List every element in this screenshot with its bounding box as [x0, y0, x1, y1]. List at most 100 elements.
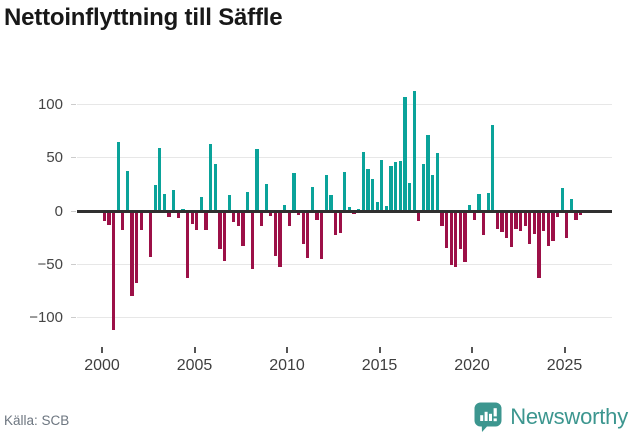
bar [283, 204, 287, 211]
bar [370, 179, 375, 211]
y-axis-label: −50 [37, 255, 63, 273]
x-tick-mark [286, 347, 288, 353]
bar [162, 193, 166, 211]
y-tick-mark [71, 157, 76, 159]
bar [523, 211, 527, 226]
bar [255, 149, 259, 211]
bar [320, 211, 324, 259]
bar [121, 211, 125, 231]
bar [111, 211, 116, 331]
bar [199, 197, 203, 211]
bar [343, 171, 347, 211]
bar [505, 211, 509, 238]
brand-name: Newsworthy [510, 403, 628, 429]
bar [431, 174, 435, 211]
bar [472, 211, 476, 220]
bar [412, 90, 416, 211]
bar [259, 211, 264, 226]
y-tick-mark [71, 263, 76, 265]
bar [287, 211, 291, 226]
bar [468, 204, 472, 211]
x-tick-mark [471, 347, 473, 353]
bar [574, 211, 578, 220]
bar [306, 211, 310, 258]
gridline [77, 104, 612, 105]
bar [246, 191, 250, 211]
gridline [77, 157, 612, 159]
bar [403, 97, 407, 211]
bar [236, 211, 240, 226]
bar [204, 211, 208, 231]
bar [241, 211, 245, 247]
x-axis-label: 2025 [546, 357, 583, 374]
bar [338, 211, 342, 234]
bar [264, 184, 268, 211]
bar [500, 211, 504, 233]
bar [444, 211, 449, 249]
bar [380, 159, 384, 211]
bar [394, 162, 398, 211]
bar [148, 211, 153, 257]
bar [273, 211, 277, 256]
bar [218, 211, 222, 250]
bar [579, 211, 583, 216]
bar [347, 206, 351, 211]
bar [481, 211, 486, 236]
bar [458, 211, 462, 250]
bar [463, 211, 467, 263]
bar [366, 169, 370, 211]
bar [486, 192, 490, 211]
bar [227, 195, 231, 211]
brand-logo: Newsworthy [473, 401, 628, 432]
bar [130, 211, 134, 297]
bar [361, 152, 365, 211]
bar [278, 211, 282, 268]
bar [329, 195, 333, 211]
plot-area [77, 86, 612, 346]
bar [102, 211, 106, 221]
bar [213, 164, 217, 211]
newsworthy-speech-bubble-chart-icon [473, 401, 503, 432]
bar [333, 211, 338, 236]
x-axis-label: 2000 [84, 357, 120, 374]
bar [449, 211, 453, 266]
gridline [77, 263, 612, 265]
x-axis-label: 2005 [176, 357, 213, 374]
bar [518, 211, 523, 232]
bar [250, 211, 254, 269]
bar [542, 211, 546, 232]
bar [389, 166, 393, 211]
bar [384, 205, 388, 211]
bar [514, 211, 518, 230]
bar [301, 211, 305, 244]
bar [139, 211, 143, 231]
bar [324, 174, 328, 211]
bar [352, 211, 356, 215]
bar [528, 211, 532, 244]
x-axis-label: 2020 [454, 357, 490, 374]
bar [375, 202, 379, 211]
bar [167, 211, 171, 218]
bar [509, 211, 513, 248]
bar [107, 211, 111, 225]
source-caption: Källa: SCB [4, 413, 70, 428]
bar [209, 143, 213, 211]
bar [116, 141, 120, 211]
bar [185, 211, 190, 279]
bar [172, 189, 176, 211]
bar [310, 186, 314, 211]
bar [495, 211, 499, 230]
bar [315, 211, 319, 220]
bar [537, 211, 541, 279]
bar [417, 211, 421, 221]
y-axis-label: 50 [46, 149, 63, 167]
bar [569, 199, 573, 211]
bar [426, 135, 430, 211]
y-tick-mark [71, 317, 76, 318]
bar [407, 183, 412, 211]
x-axis-label: 2015 [361, 357, 398, 374]
bar [292, 172, 296, 211]
x-tick-mark [563, 347, 566, 353]
bar [532, 211, 536, 235]
